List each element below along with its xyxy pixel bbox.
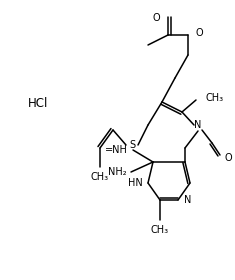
Text: HN: HN — [128, 178, 143, 188]
Text: S: S — [129, 140, 135, 150]
Text: HCl: HCl — [28, 97, 48, 109]
Text: O: O — [152, 13, 160, 23]
Text: CH₃: CH₃ — [91, 172, 109, 182]
Text: =NH: =NH — [105, 145, 128, 155]
Text: N: N — [184, 195, 191, 205]
Text: O: O — [196, 28, 204, 38]
Text: CH₃: CH₃ — [206, 93, 224, 103]
Text: O: O — [225, 153, 233, 163]
Text: NH₂: NH₂ — [108, 167, 127, 177]
Text: N: N — [194, 120, 202, 130]
Text: CH₃: CH₃ — [151, 225, 169, 235]
